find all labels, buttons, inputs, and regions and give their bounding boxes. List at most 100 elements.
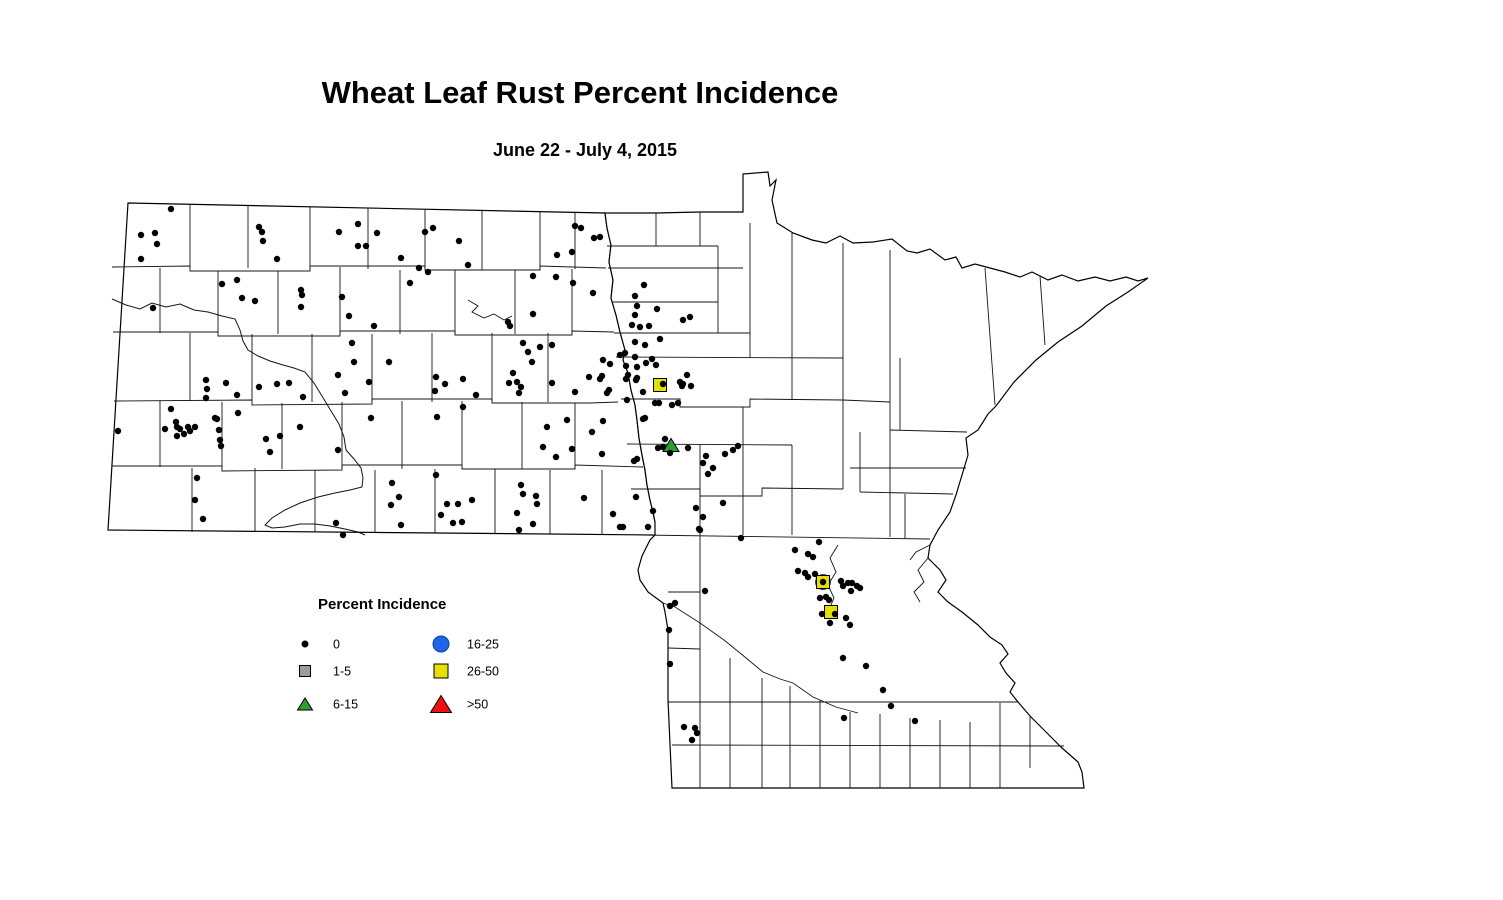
incidence-marker-0 [167,405,175,413]
incidence-marker-0 [811,570,819,578]
incidence-marker-0 [616,351,624,359]
incidence-marker-0 [172,418,180,426]
incidence-marker-0 [218,280,226,288]
incidence-marker-0 [804,550,812,558]
incidence-marker-0 [388,479,396,487]
incidence-marker-0 [654,444,662,452]
incidence-marker-0 [455,237,463,245]
incidence-marker-0 [173,432,181,440]
incidence-marker-0 [114,427,122,435]
incidence-marker-0 [737,534,745,542]
incidence-marker-0 [839,582,847,590]
triangle-icon [429,694,453,713]
incidence-marker-0 [553,251,561,259]
incidence-marker-0 [397,254,405,262]
incidence-marker-0 [536,343,544,351]
incidence-marker-0 [623,396,631,404]
incidence-marker-0 [258,228,266,236]
incidence-marker-0 [432,373,440,381]
chart-subtitle: June 22 - July 4, 2015 [493,140,677,160]
incidence-marker-0 [701,587,709,595]
incidence-marker-0 [641,341,649,349]
incidence-marker-0 [847,587,855,595]
incidence-marker-0 [794,567,802,575]
incidence-marker-0 [191,423,199,431]
incidence-marker-0 [528,358,536,366]
incidence-marker-0 [251,297,259,305]
incidence-marker-0 [529,272,537,280]
incidence-marker-0 [345,312,353,320]
incidence-marker-0 [656,335,664,343]
incidence-marker-0 [533,500,541,508]
incidence-marker-0 [640,281,648,289]
incidence-marker-0 [421,228,429,236]
legend-item-16-25: 16-25 [432,635,499,653]
incidence-marker-0 [639,415,647,423]
incidence-marker-0 [193,474,201,482]
incidence-marker-0 [568,248,576,256]
incidence-marker-0 [415,264,423,272]
legend-item-label: 1-5 [333,665,351,679]
incidence-marker-0 [259,237,267,245]
incidence-marker-0 [454,500,462,508]
incidence-marker-0 [621,349,629,357]
incidence-marker-0 [216,436,224,444]
incidence-marker-0 [815,538,823,546]
legend-item-label: 0 [333,638,340,652]
incidence-marker-0 [825,596,833,604]
incidence-marker-0 [432,471,440,479]
incidence-marker-0 [299,393,307,401]
state-outlines [107,171,1149,789]
incidence-marker-0 [548,379,556,387]
incidence-marker-0 [887,702,895,710]
incidence-marker-0 [395,493,403,501]
incidence-marker-0 [633,363,641,371]
incidence-marker-0 [686,313,694,321]
incidence-marker-0 [517,481,525,489]
incidence-marker-0 [826,619,834,627]
incidence-marker-0 [350,358,358,366]
incidence-marker-0 [505,379,513,387]
incidence-marker-0 [719,499,727,507]
legend-item-6-15: 6-15 [296,697,358,712]
incidence-marker-0 [515,389,523,397]
incidence-marker-0 [683,371,691,379]
incidence-marker-0 [879,686,887,694]
incidence-marker-0 [362,242,370,250]
incidence-marker-0 [648,355,656,363]
incidence-marker-0 [234,409,242,417]
incidence-marker-0 [215,426,223,434]
incidence-marker-0 [633,302,641,310]
incidence-marker-0 [233,391,241,399]
incidence-marker-0 [161,425,169,433]
incidence-marker-0 [449,519,457,527]
incidence-marker-0 [437,511,445,519]
incidence-marker-0 [568,445,576,453]
incidence-marker-0 [370,322,378,330]
incidence-marker-0 [563,416,571,424]
incidence-marker-0 [631,311,639,319]
incidence-marker-0 [348,339,356,347]
incidence-marker-0 [699,513,707,521]
legend-item->50: >50 [429,694,488,713]
incidence-marker-0 [674,399,682,407]
incidence-marker-0 [588,428,596,436]
legend-item-label: 6-15 [333,698,358,712]
legend-item-label: >50 [467,698,488,712]
circle-icon [432,635,450,653]
triangle-icon [296,697,314,711]
incidence-marker-0 [699,459,707,467]
chart-title: Wheat Leaf Rust Percent Incidence [322,75,839,110]
incidence-marker-0 [373,229,381,237]
incidence-marker-0 [856,584,864,592]
incidence-marker-0 [577,224,585,232]
incidence-marker-0 [285,379,293,387]
incidence-marker-0 [598,450,606,458]
incidence-marker-0 [548,341,556,349]
incidence-marker-0 [679,380,687,388]
incidence-marker-0 [180,430,188,438]
mississippi-river-segment [827,544,839,613]
incidence-marker-0 [631,338,639,346]
incidence-marker-0 [589,289,597,297]
legend-item-label: 16-25 [467,638,499,652]
